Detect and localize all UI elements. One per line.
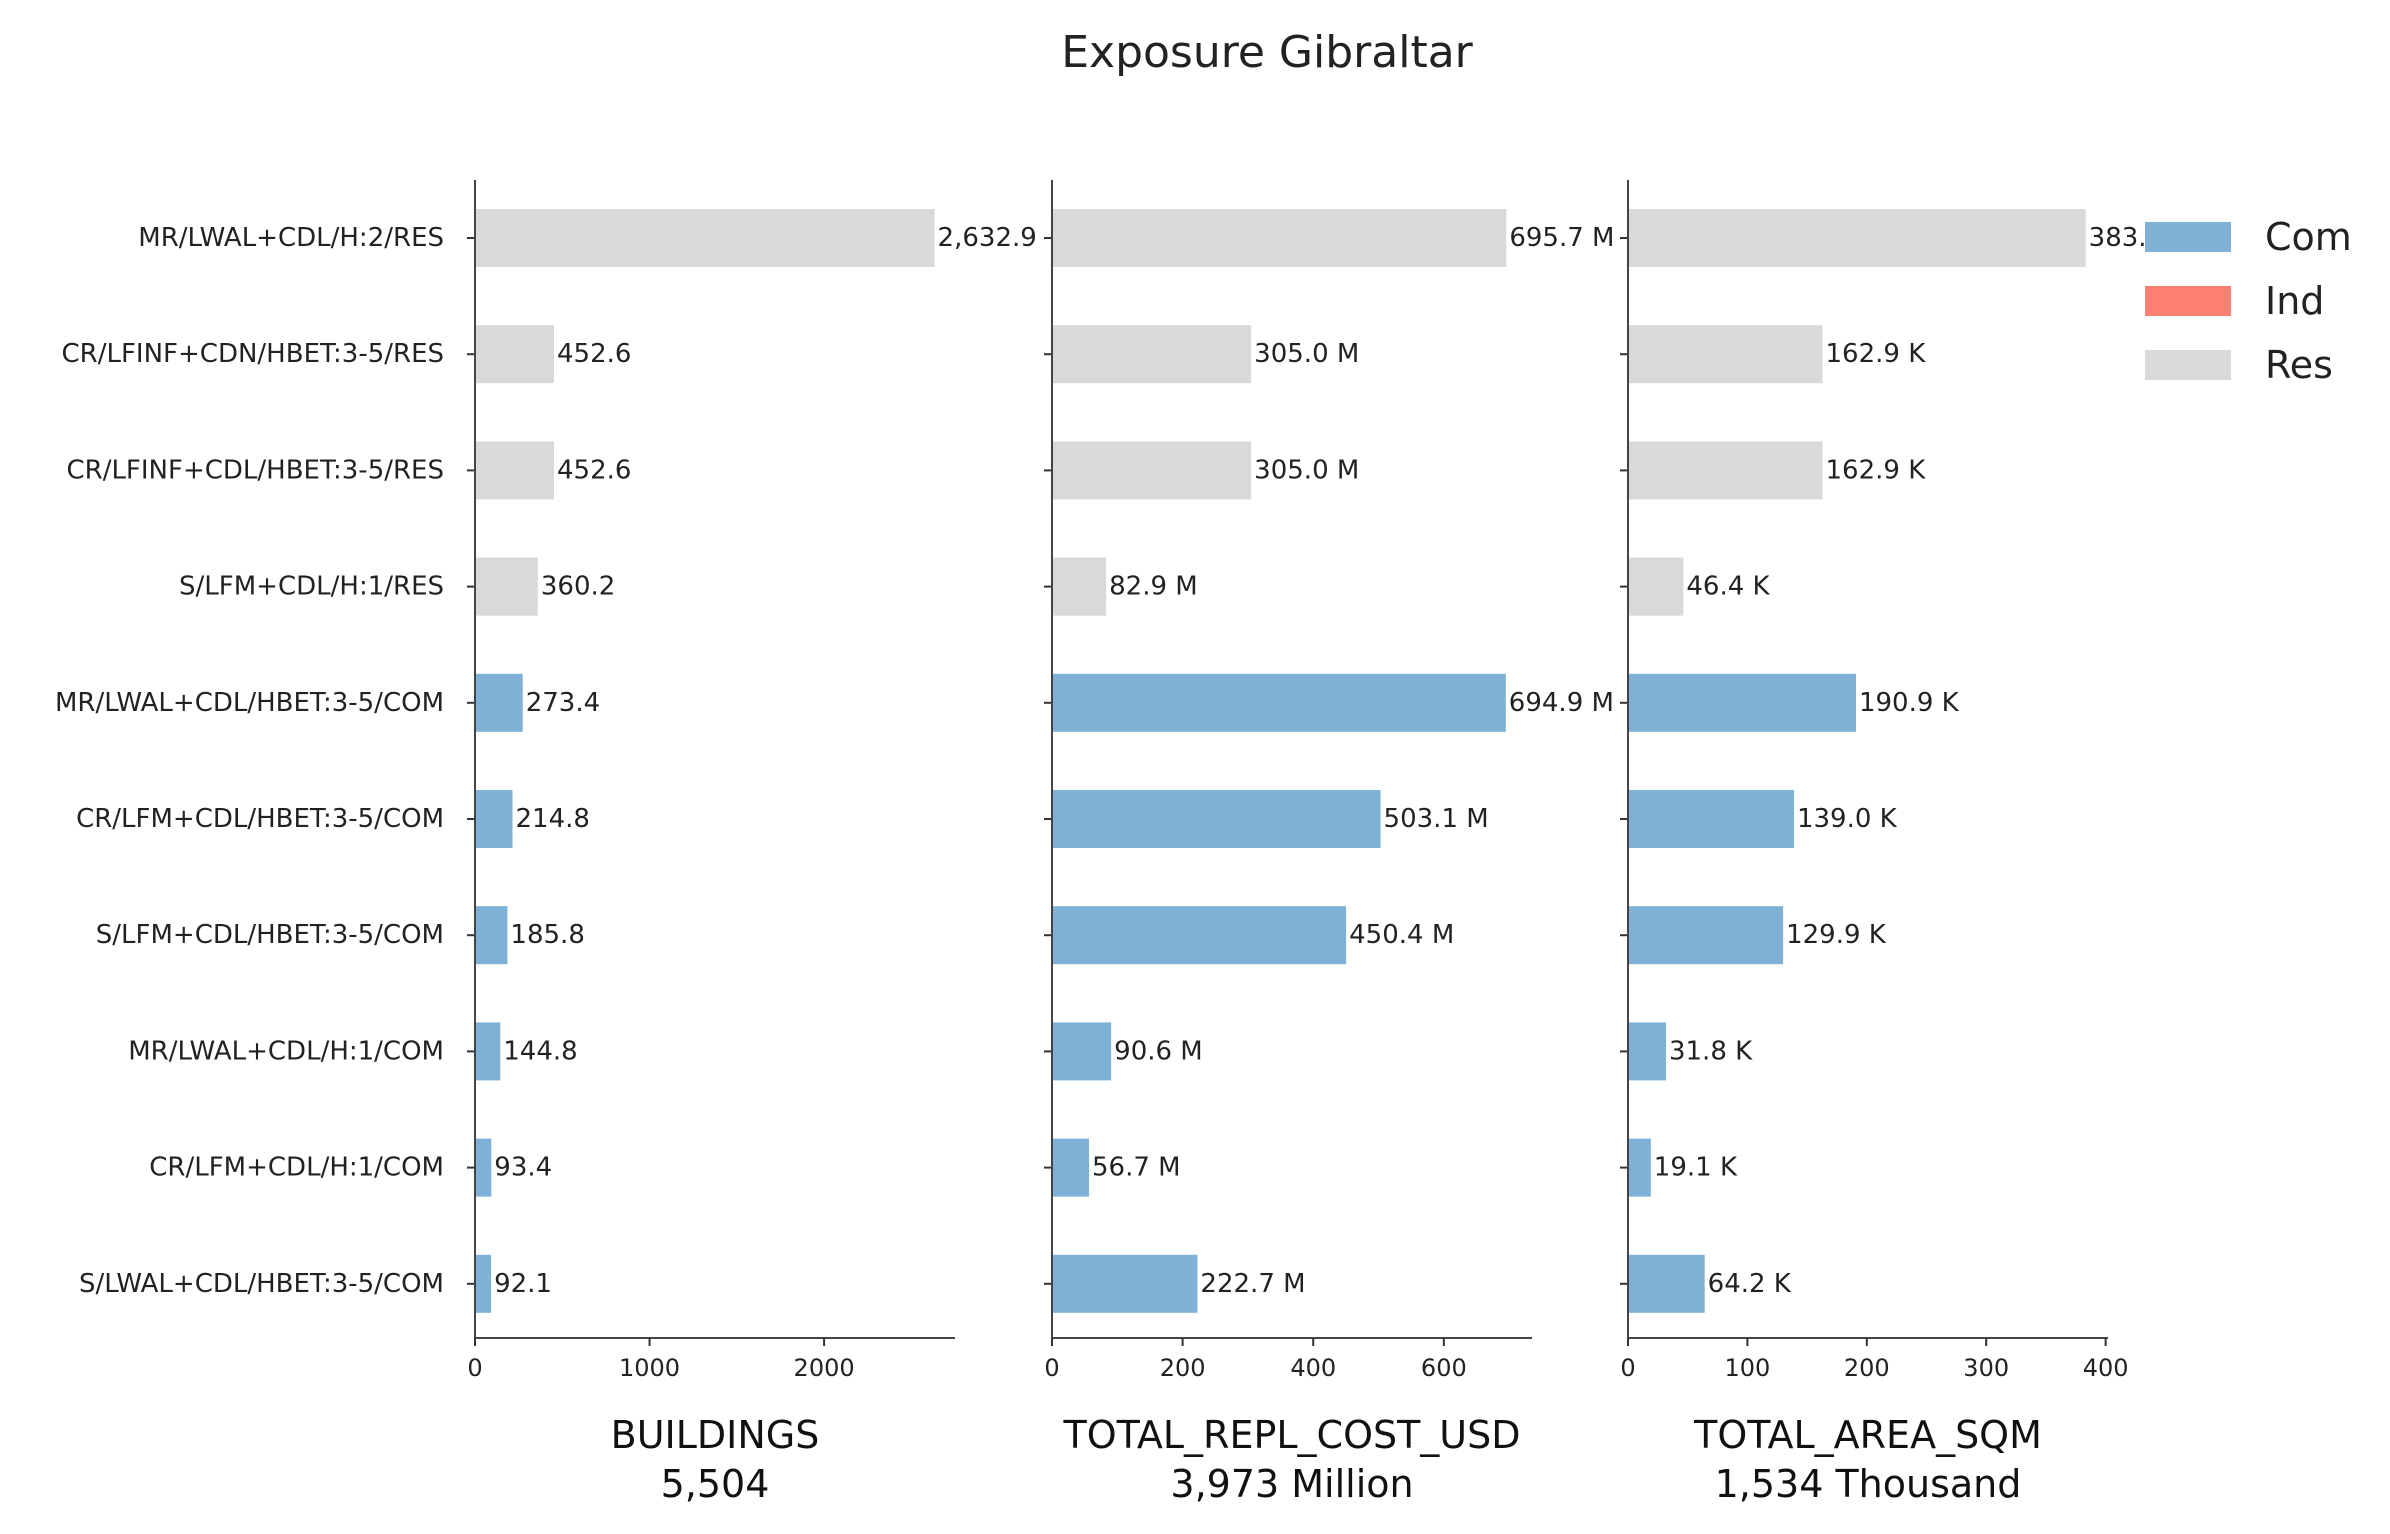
bar-1-3 bbox=[475, 441, 554, 500]
bar-3-4 bbox=[1628, 557, 1684, 616]
category-label-4: S/LFM+CDL/H:1/RES bbox=[179, 572, 444, 602]
data-label-3-1: 383. bbox=[2089, 223, 2147, 253]
data-label-2-4: 82.9 M bbox=[1109, 572, 1198, 602]
category-label-2: CR/LFINF+CDN/HBET:3-5/RES bbox=[62, 339, 444, 369]
x-axis-total-1: 5,504 bbox=[661, 1462, 770, 1506]
data-label-2-2: 305.0 M bbox=[1254, 339, 1359, 369]
data-label-1-10: 92.1 bbox=[494, 1269, 552, 1299]
legend-swatch-res bbox=[2145, 350, 2231, 380]
bar-1-9 bbox=[475, 1138, 492, 1197]
bar-2-3 bbox=[1052, 441, 1252, 500]
x-tick-label-3-1: 0 bbox=[1620, 1354, 1635, 1382]
data-label-3-5: 190.9 K bbox=[1859, 688, 1960, 718]
x-tick-label-2-3: 400 bbox=[1290, 1354, 1336, 1382]
data-label-2-5: 694.9 M bbox=[1509, 688, 1614, 718]
category-label-6: CR/LFM+CDL/HBET:3-5/COM bbox=[76, 804, 444, 834]
x-axis-total-2: 3,973 Million bbox=[1170, 1462, 1413, 1506]
legend-label-com: Com bbox=[2265, 215, 2352, 259]
data-label-2-1: 695.7 M bbox=[1509, 223, 1614, 253]
bar-1-7 bbox=[475, 906, 508, 965]
x-tick-label-2-2: 200 bbox=[1160, 1354, 1206, 1382]
bar-2-4 bbox=[1052, 557, 1107, 616]
category-label-5: MR/LWAL+CDL/HBET:3-5/COM bbox=[55, 688, 444, 718]
x-tick-label-3-2: 100 bbox=[1724, 1354, 1770, 1382]
data-label-1-4: 360.2 bbox=[541, 572, 615, 602]
bar-1-2 bbox=[475, 325, 554, 384]
data-label-3-4: 46.4 K bbox=[1686, 572, 1770, 602]
data-label-3-2: 162.9 K bbox=[1826, 339, 1927, 369]
legend-swatch-ind bbox=[2145, 286, 2231, 316]
category-label-8: MR/LWAL+CDL/H:1/COM bbox=[128, 1036, 444, 1066]
data-label-3-8: 31.8 K bbox=[1669, 1036, 1753, 1066]
legend-label-res: Res bbox=[2265, 343, 2333, 387]
bar-2-1 bbox=[1052, 209, 1507, 267]
data-label-3-10: 64.2 K bbox=[1708, 1269, 1792, 1299]
bar-3-6 bbox=[1628, 790, 1794, 848]
x-axis-label-3: TOTAL_AREA_SQM bbox=[1693, 1413, 2042, 1457]
category-label-10: S/LWAL+CDL/HBET:3-5/COM bbox=[79, 1269, 444, 1299]
data-label-3-7: 129.9 K bbox=[1786, 920, 1887, 950]
legend-label-ind: Ind bbox=[2265, 279, 2324, 323]
bar-1-8 bbox=[475, 1022, 501, 1081]
x-tick-label-1-1: 0 bbox=[467, 1354, 482, 1382]
data-label-1-7: 185.8 bbox=[510, 920, 584, 950]
data-label-1-2: 452.6 bbox=[557, 339, 631, 369]
bar-3-7 bbox=[1628, 906, 1784, 965]
category-label-3: CR/LFINF+CDL/HBET:3-5/RES bbox=[66, 455, 444, 485]
x-tick-label-2-4: 600 bbox=[1421, 1354, 1467, 1382]
bar-3-2 bbox=[1628, 325, 1823, 384]
data-label-1-5: 273.4 bbox=[526, 688, 600, 718]
bar-3-5 bbox=[1628, 673, 1856, 732]
bar-2-2 bbox=[1052, 325, 1252, 384]
bar-3-9 bbox=[1628, 1138, 1651, 1197]
x-tick-label-2-1: 0 bbox=[1044, 1354, 1059, 1382]
data-label-2-6: 503.1 M bbox=[1384, 804, 1489, 834]
x-tick-label-1-3: 2000 bbox=[794, 1354, 855, 1382]
bar-1-1 bbox=[475, 209, 935, 267]
data-label-2-8: 90.6 M bbox=[1114, 1036, 1203, 1066]
bar-1-5 bbox=[475, 673, 523, 732]
bar-2-10 bbox=[1052, 1254, 1198, 1313]
bar-2-9 bbox=[1052, 1138, 1090, 1197]
data-label-1-3: 452.6 bbox=[557, 455, 631, 485]
x-tick-label-3-3: 200 bbox=[1844, 1354, 1890, 1382]
x-tick-label-3-4: 300 bbox=[1963, 1354, 2009, 1382]
category-label-1: MR/LWAL+CDL/H:2/RES bbox=[138, 223, 444, 253]
bar-2-7 bbox=[1052, 906, 1347, 965]
data-label-1-8: 144.8 bbox=[503, 1036, 577, 1066]
data-label-2-9: 56.7 M bbox=[1092, 1153, 1181, 1183]
x-tick-label-3-5: 400 bbox=[2083, 1354, 2129, 1382]
bar-1-6 bbox=[475, 790, 513, 848]
bar-2-8 bbox=[1052, 1022, 1112, 1081]
data-label-1-9: 93.4 bbox=[494, 1153, 552, 1183]
data-label-1-6: 214.8 bbox=[515, 804, 589, 834]
bar-2-5 bbox=[1052, 673, 1506, 732]
bar-3-3 bbox=[1628, 441, 1823, 500]
data-label-3-9: 19.1 K bbox=[1654, 1153, 1738, 1183]
data-label-3-3: 162.9 K bbox=[1826, 455, 1927, 485]
category-label-7: S/LFM+CDL/HBET:3-5/COM bbox=[96, 920, 444, 950]
bar-1-10 bbox=[475, 1254, 492, 1313]
data-label-2-10: 222.7 M bbox=[1200, 1269, 1305, 1299]
x-tick-label-1-2: 1000 bbox=[619, 1354, 680, 1382]
bar-2-6 bbox=[1052, 790, 1381, 848]
bar-1-4 bbox=[475, 557, 538, 616]
chart-title: Exposure Gibraltar bbox=[1061, 27, 1473, 78]
bar-3-10 bbox=[1628, 1254, 1705, 1313]
bar-3-1 bbox=[1628, 209, 2086, 267]
legend-swatch-com bbox=[2145, 222, 2231, 252]
data-label-1-1: 2,632.9 bbox=[938, 223, 1037, 253]
x-axis-label-2: TOTAL_REPL_COST_USD bbox=[1062, 1413, 1520, 1457]
x-axis-total-3: 1,534 Thousand bbox=[1715, 1462, 2022, 1506]
bar-3-8 bbox=[1628, 1022, 1666, 1081]
data-label-2-3: 305.0 M bbox=[1254, 455, 1359, 485]
data-label-3-6: 139.0 K bbox=[1797, 804, 1898, 834]
data-label-2-7: 450.4 M bbox=[1349, 920, 1454, 950]
x-axis-label-1: BUILDINGS bbox=[611, 1413, 820, 1457]
category-label-9: CR/LFM+CDL/H:1/COM bbox=[149, 1153, 444, 1183]
